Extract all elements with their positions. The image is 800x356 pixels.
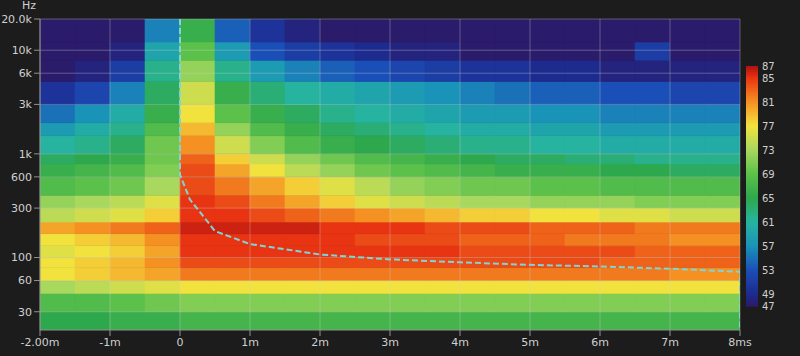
svg-text:69: 69 bbox=[762, 169, 775, 180]
svg-text:-1m: -1m bbox=[99, 336, 121, 349]
svg-text:10k: 10k bbox=[12, 44, 33, 57]
svg-text:73: 73 bbox=[762, 145, 775, 156]
svg-text:47: 47 bbox=[762, 301, 775, 312]
svg-text:0: 0 bbox=[177, 336, 184, 349]
svg-text:3m: 3m bbox=[381, 336, 399, 349]
svg-text:49: 49 bbox=[762, 289, 775, 300]
svg-text:87: 87 bbox=[762, 61, 775, 72]
svg-text:81: 81 bbox=[762, 97, 775, 108]
svg-text:30: 30 bbox=[18, 306, 32, 319]
svg-text:3k: 3k bbox=[19, 98, 33, 111]
svg-text:61: 61 bbox=[762, 217, 775, 228]
svg-text:5m: 5m bbox=[521, 336, 539, 349]
svg-text:4m: 4m bbox=[451, 336, 469, 349]
svg-text:2m: 2m bbox=[311, 336, 329, 349]
svg-text:8ms: 8ms bbox=[728, 336, 752, 349]
svg-text:53: 53 bbox=[762, 265, 775, 276]
svg-text:300: 300 bbox=[11, 202, 32, 215]
svg-text:85: 85 bbox=[762, 73, 775, 84]
svg-text:57: 57 bbox=[762, 241, 775, 252]
svg-text:7m: 7m bbox=[661, 336, 679, 349]
svg-text:20.0k: 20.0k bbox=[1, 13, 32, 26]
svg-text:1k: 1k bbox=[19, 148, 33, 161]
svg-text:600: 600 bbox=[11, 171, 32, 184]
svg-text:100: 100 bbox=[11, 251, 32, 264]
svg-text:65: 65 bbox=[762, 193, 775, 204]
svg-text:6m: 6m bbox=[591, 336, 609, 349]
svg-text:1m: 1m bbox=[241, 336, 259, 349]
svg-text:60: 60 bbox=[18, 274, 32, 287]
svg-text:77: 77 bbox=[762, 121, 775, 132]
svg-text:6k: 6k bbox=[19, 67, 33, 80]
html-text:Hz: Hz bbox=[22, 0, 36, 12]
svg-text:-2.00m: -2.00m bbox=[20, 336, 59, 349]
